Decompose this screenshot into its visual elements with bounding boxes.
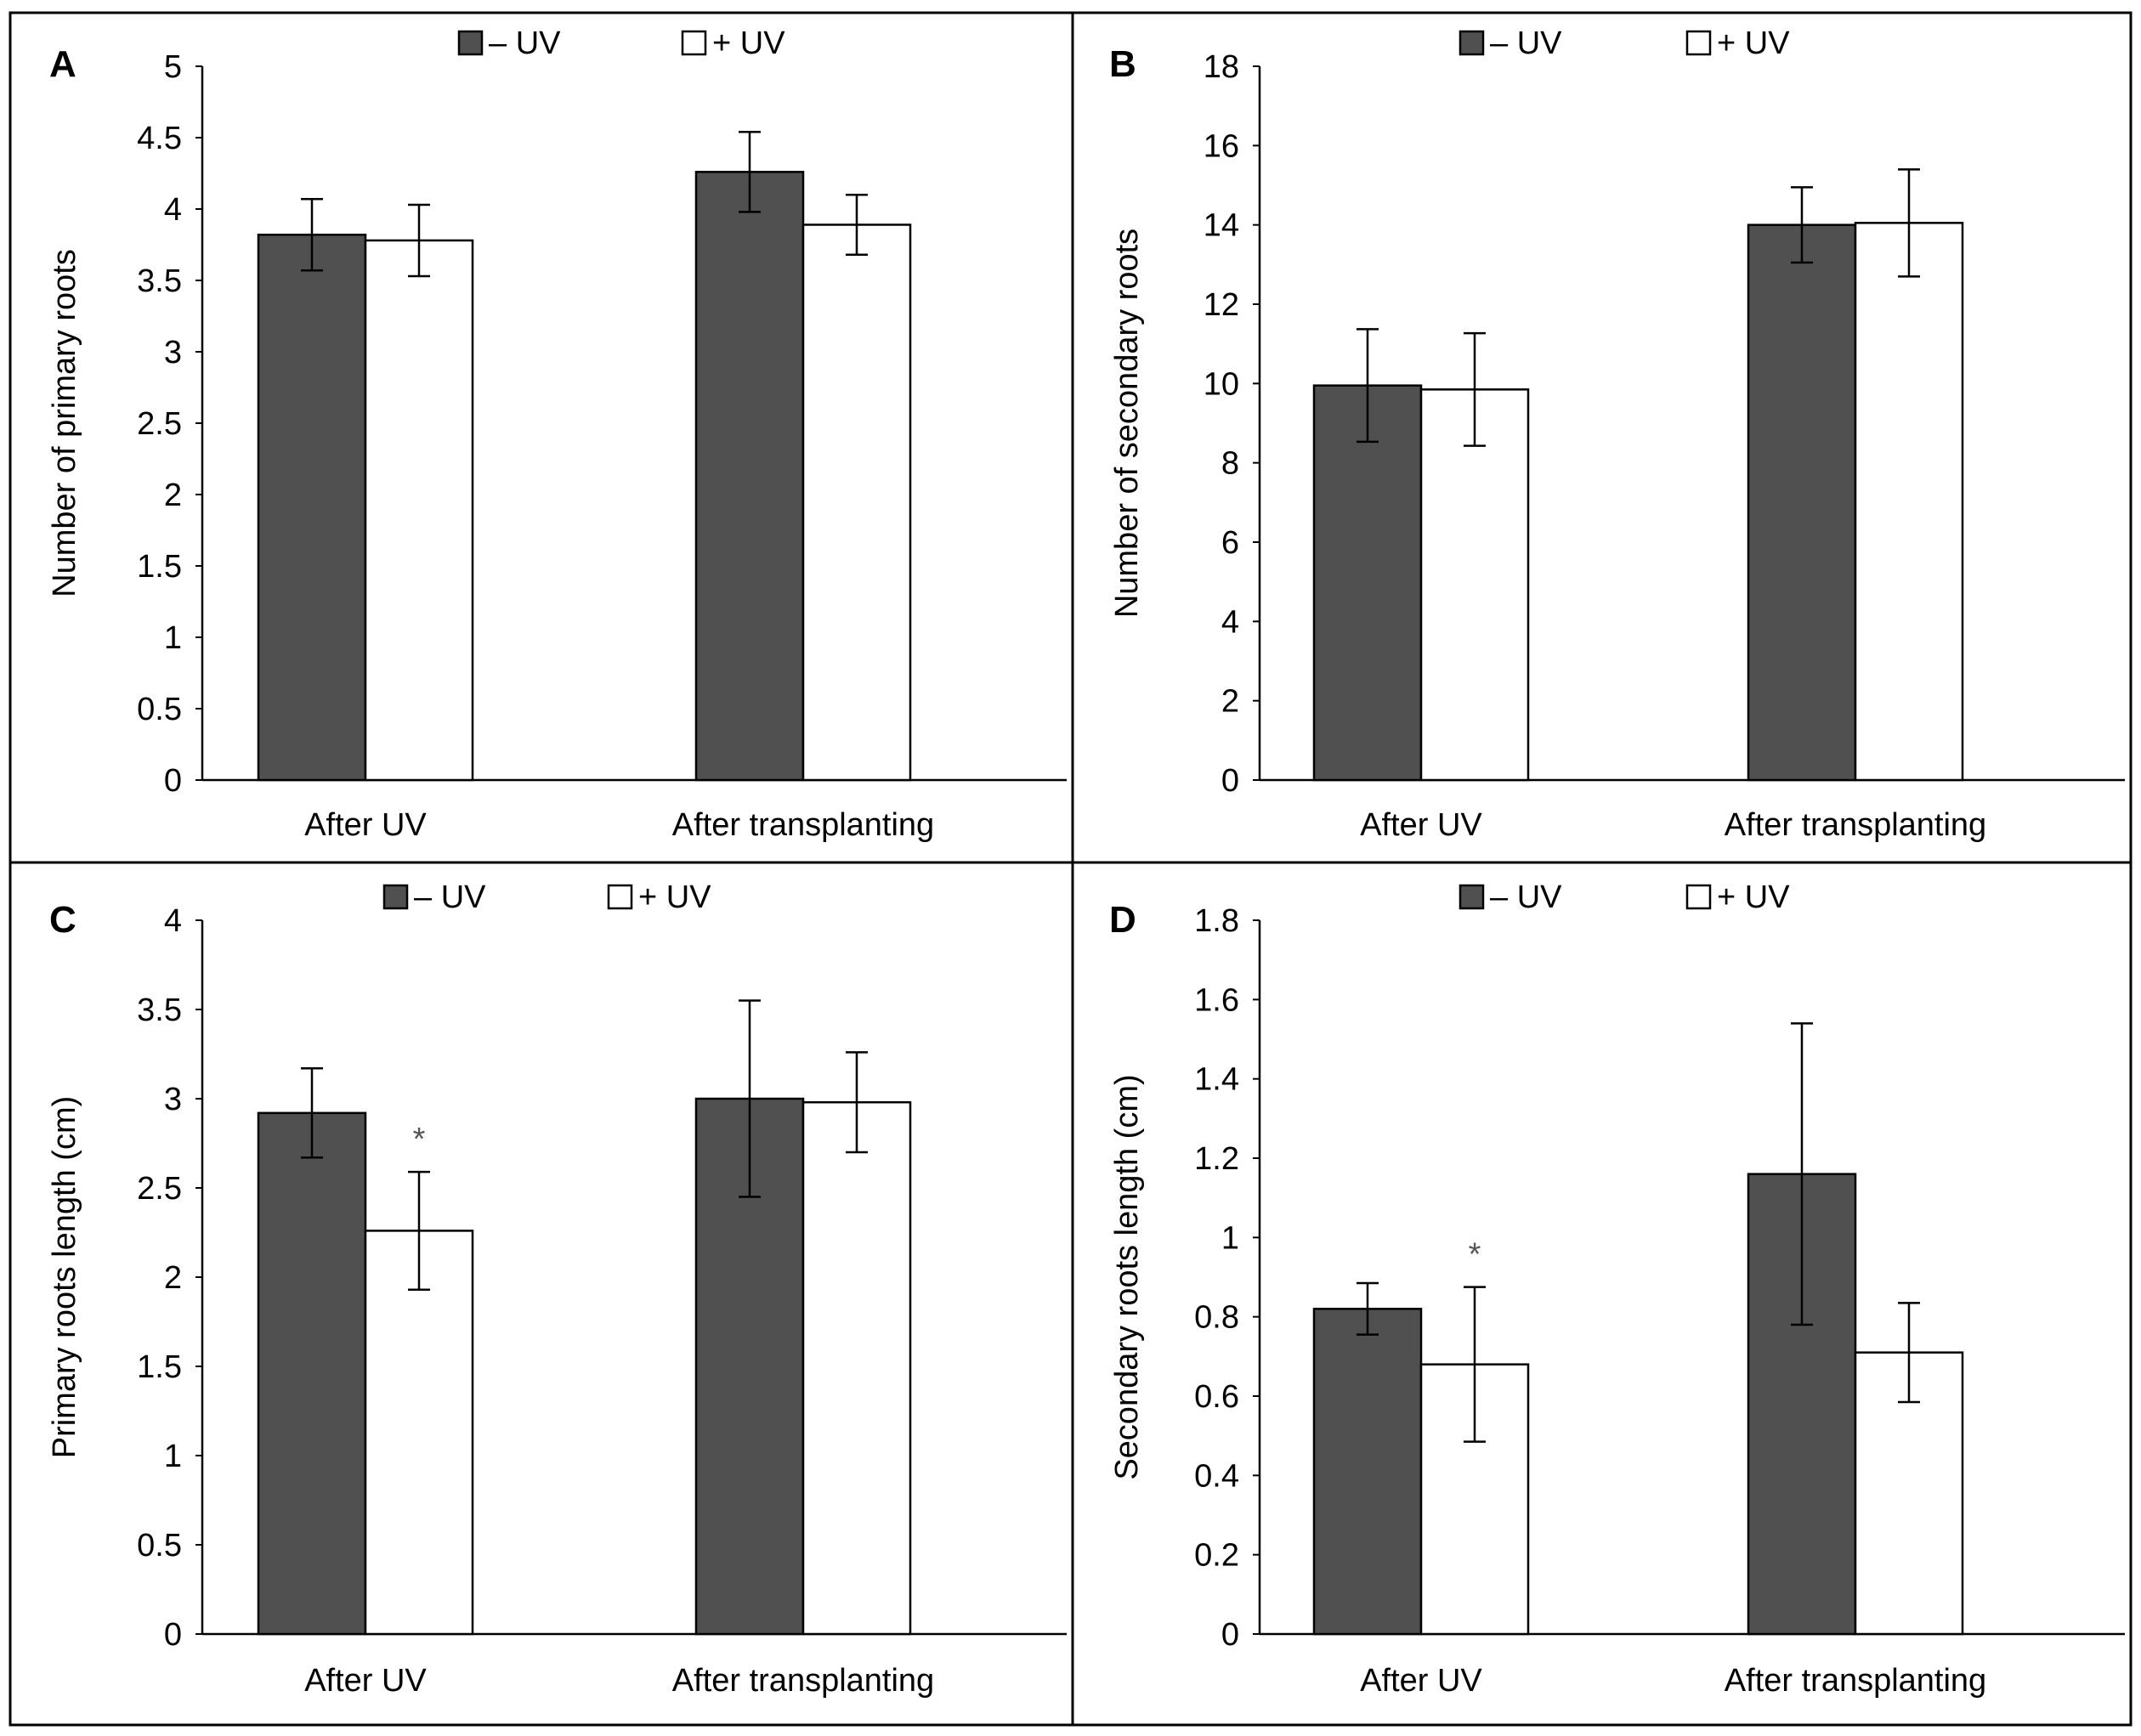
x-category-label: After transplanting (672, 807, 934, 843)
bar-minus-uv (1312, 1308, 1423, 1636)
x-category-label: After UV (1360, 1663, 1482, 1699)
y-tick-label: 18 (1204, 49, 1239, 85)
y-tick-label: 1.5 (137, 1349, 182, 1385)
y-tick-label: 5 (164, 49, 182, 85)
significance-star: * (413, 1122, 426, 1157)
y-tick-label: 1 (164, 620, 182, 656)
y-tick-label: 2.5 (137, 1171, 182, 1207)
x-category-label: After UV (304, 1663, 427, 1699)
y-tick-label: 4.5 (137, 121, 182, 156)
legend-label: + UV (638, 879, 711, 915)
bar-plus-uv (1419, 388, 1530, 782)
legend-label: + UV (1717, 25, 1790, 61)
y-tick-label: 8 (1221, 446, 1239, 482)
y-tick-label: 2 (1221, 684, 1239, 720)
legend-label: – UV (1490, 25, 1562, 61)
y-axis-label: Secondary roots length (cm) (1109, 1074, 1145, 1479)
y-tick-label: 0 (1221, 763, 1239, 799)
y-tick-label: 2 (164, 1260, 182, 1296)
y-tick-label: 2 (164, 478, 182, 513)
y-tick-label: 0.8 (1194, 1300, 1239, 1336)
panel-c: C 0 0.5 1 1.5 2 2.5 3 3.5 4 Primary roots length (… (8, 861, 1074, 1727)
legend-swatch (681, 30, 707, 56)
y-tick-label: 1.4 (1194, 1062, 1239, 1098)
y-axis-label: Number of primary roots (47, 249, 82, 597)
bar-plus-uv (801, 223, 912, 782)
y-axis-label: Primary roots length (cm) (47, 1096, 82, 1459)
panel-frame (1071, 861, 2133, 1727)
y-tick-label: 1.2 (1194, 1141, 1239, 1177)
y-tick-label: 3 (164, 1082, 182, 1117)
y-tick-label: 0.6 (1194, 1379, 1239, 1415)
y-tick-label: 0.5 (137, 1528, 182, 1564)
bar-minus-uv (694, 171, 805, 782)
bar-plus-uv (364, 239, 474, 782)
y-tick-label: 1 (164, 1439, 182, 1474)
legend-label: – UV (489, 25, 561, 61)
bar-minus-uv (257, 233, 367, 782)
legend-label: + UV (712, 25, 785, 61)
y-tick-label: 1 (1221, 1220, 1239, 1256)
y-tick-label: 1.6 (1194, 982, 1239, 1018)
x-category-label: After transplanting (1725, 1663, 1986, 1699)
significance-star: * (1469, 1237, 1481, 1273)
y-tick-label: 16 (1204, 128, 1239, 164)
legend-swatch (1685, 30, 1712, 56)
panel-b: B 0 2 4 6 8 10 12 14 16 18 Number of secondary root… (1071, 11, 2133, 864)
legend-swatch (457, 30, 484, 56)
y-tick-label: 0 (1221, 1617, 1239, 1653)
y-tick-label: 3.5 (137, 992, 182, 1028)
legend-swatch (1685, 884, 1712, 910)
legend-swatch (607, 884, 633, 910)
panel-letter: B (1109, 43, 1136, 85)
x-category-label: After transplanting (1725, 807, 1986, 843)
panel-letter: A (49, 43, 76, 85)
y-tick-label: 0.4 (1194, 1458, 1239, 1494)
panel-letter: C (49, 899, 76, 941)
panel-a: A 0 0.5 1 1.5 2 2.5 3 3.5 4 4.5 5 Number of primary … (8, 11, 1074, 864)
legend-swatch (382, 884, 409, 910)
bar-plus-uv (1854, 222, 1964, 782)
y-tick-label: 4 (164, 903, 182, 939)
x-category-label: After UV (304, 807, 427, 843)
bar-minus-uv (1747, 223, 1857, 782)
y-tick-label: 0.2 (1194, 1538, 1239, 1574)
y-tick-label: 2.5 (137, 406, 182, 442)
y-tick-label: 4 (164, 192, 182, 228)
legend-swatch (1458, 30, 1485, 56)
y-tick-label: 0.5 (137, 692, 182, 727)
y-tick-label: 0 (164, 763, 182, 799)
bar-plus-uv (364, 1230, 474, 1636)
bar-minus-uv (257, 1111, 367, 1636)
legend-swatch (1458, 884, 1485, 910)
legend-label: + UV (1717, 879, 1790, 915)
y-axis-label: Number of secondary roots (1109, 229, 1145, 618)
x-category-label: After UV (1360, 807, 1482, 843)
panel-d: D 0 0.2 0.4 0.6 0.8 1 1.2 1.4 1.6 1.8 Secondary roo… (1071, 861, 2133, 1727)
y-tick-label: 14 (1204, 208, 1239, 244)
y-tick-label: 1.5 (137, 549, 182, 585)
legend-label: – UV (1490, 879, 1562, 915)
x-category-label: After transplanting (672, 1663, 934, 1699)
legend-label: – UV (414, 879, 486, 915)
y-tick-label: 10 (1204, 366, 1239, 402)
y-tick-label: 1.8 (1194, 903, 1239, 939)
y-tick-label: 0 (164, 1617, 182, 1653)
y-tick-label: 12 (1204, 287, 1239, 323)
bar-minus-uv (1312, 384, 1423, 782)
bar-plus-uv (801, 1100, 912, 1636)
y-tick-label: 4 (1221, 604, 1239, 640)
y-tick-label: 3 (164, 335, 182, 370)
y-tick-label: 3.5 (137, 263, 182, 299)
y-tick-label: 6 (1221, 525, 1239, 561)
panel-letter: D (1109, 899, 1136, 941)
